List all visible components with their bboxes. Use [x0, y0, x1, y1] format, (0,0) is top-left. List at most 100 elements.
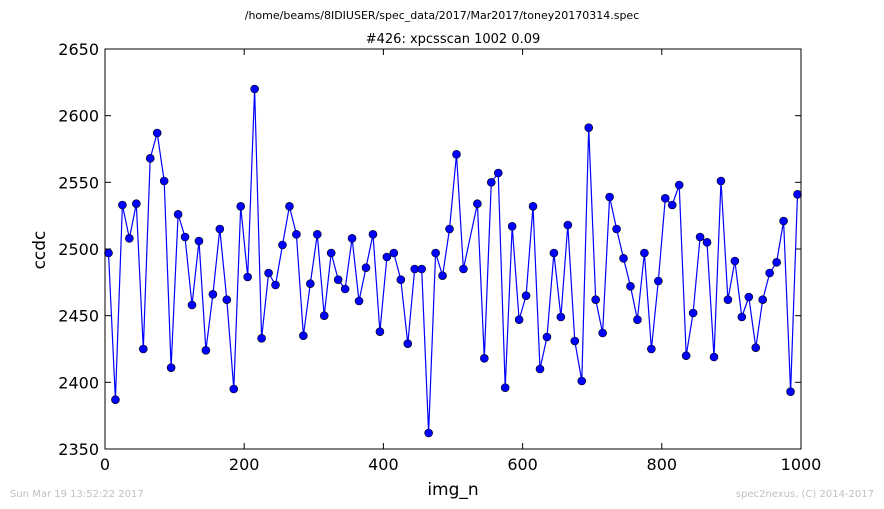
data-point — [354, 296, 364, 306]
data-point — [340, 284, 350, 294]
x-tick-label: 800 — [647, 455, 678, 474]
data-point — [445, 224, 454, 234]
x-tick-label: 1000 — [781, 455, 822, 474]
data-point — [208, 290, 218, 299]
data-point — [507, 222, 517, 231]
data-point — [528, 202, 538, 211]
data-point — [723, 295, 733, 304]
data-point — [793, 190, 802, 199]
data-point — [250, 84, 259, 94]
y-tick-label: 2450 — [58, 307, 99, 326]
data-point — [779, 216, 788, 226]
data-point — [563, 220, 573, 230]
data-point — [361, 263, 371, 272]
data-point — [319, 311, 329, 320]
series-line — [107, 88, 799, 434]
data-point — [257, 334, 266, 343]
data-point — [744, 292, 754, 302]
data-point — [306, 279, 315, 288]
data-point — [584, 123, 594, 132]
data-point — [459, 264, 468, 274]
data-point — [201, 346, 211, 355]
data-point — [640, 248, 649, 258]
y-axis-label: ccdc — [30, 231, 50, 270]
chart-title: #426: xpcsscan 1002 0.09 — [366, 32, 541, 47]
data-point — [688, 308, 698, 318]
y-tick-label: 2400 — [58, 373, 99, 392]
x-tick-label: 200 — [229, 455, 260, 474]
data-point — [654, 276, 663, 286]
x-tick-label: 0 — [100, 455, 110, 474]
data-point — [111, 395, 120, 404]
y-tick-label: 2350 — [58, 440, 99, 459]
data-point — [326, 248, 336, 258]
data-point — [159, 176, 169, 186]
data-point — [667, 200, 677, 210]
data-point — [702, 238, 712, 247]
data-point — [347, 234, 357, 243]
data-point — [493, 168, 503, 178]
data-point — [709, 352, 719, 362]
data-point — [417, 264, 426, 274]
data-point — [605, 192, 614, 202]
data-point — [577, 376, 587, 386]
data-point — [104, 248, 113, 258]
plot-frame — [104, 48, 802, 450]
data-point — [431, 248, 440, 258]
data-point — [591, 295, 600, 304]
data-point — [152, 128, 162, 138]
data-point — [285, 202, 294, 211]
data-point — [647, 344, 656, 354]
data-point — [243, 272, 252, 282]
data-point — [758, 295, 768, 304]
data-point — [118, 200, 127, 210]
data-point — [312, 230, 322, 239]
x-axis-ticks: 0 200 400 600 800 1000 — [100, 49, 821, 474]
data-point — [556, 312, 566, 322]
chart-suptitle: /home/beams/8IDIUSER/spec_data/2017/Mar2… — [245, 9, 640, 22]
data-point — [132, 199, 141, 208]
x-tick-label: 400 — [368, 455, 399, 474]
data-point — [424, 428, 433, 438]
data-point — [333, 275, 343, 284]
data-point — [772, 258, 781, 267]
y-tick-label: 2500 — [58, 240, 99, 259]
y-axis-ticks: 2350 2400 2450 2500 2550 2600 2650 — [58, 40, 801, 459]
data-point — [695, 232, 705, 242]
data-point — [730, 256, 740, 266]
data-point — [264, 268, 273, 278]
data-point — [751, 343, 761, 352]
data-point — [674, 180, 684, 190]
data-point — [612, 224, 621, 234]
data-point — [368, 230, 378, 239]
y-tick-label: 2550 — [58, 173, 99, 192]
data-point — [480, 354, 489, 363]
data-point — [292, 230, 301, 239]
data-point — [166, 363, 176, 372]
y-tick-label: 2650 — [58, 40, 99, 59]
data-point — [173, 210, 183, 219]
data-point — [452, 150, 461, 159]
data-point — [180, 232, 190, 242]
data-point — [514, 315, 524, 324]
data-point — [438, 271, 447, 280]
data-point — [473, 199, 482, 208]
data-point — [375, 327, 385, 336]
data-point — [535, 364, 545, 374]
data-point — [187, 300, 197, 310]
data-point — [271, 280, 280, 290]
data-point — [236, 202, 246, 211]
data-point — [681, 351, 691, 360]
data-point — [633, 315, 642, 324]
data-point — [125, 234, 134, 243]
data-point — [382, 252, 392, 262]
data-point — [145, 154, 155, 163]
data-point — [222, 295, 232, 304]
data-point — [215, 224, 225, 234]
data-point — [299, 331, 308, 340]
data-point — [486, 178, 496, 187]
data-point — [542, 332, 552, 342]
data-point — [500, 383, 510, 392]
data-point — [278, 240, 287, 250]
